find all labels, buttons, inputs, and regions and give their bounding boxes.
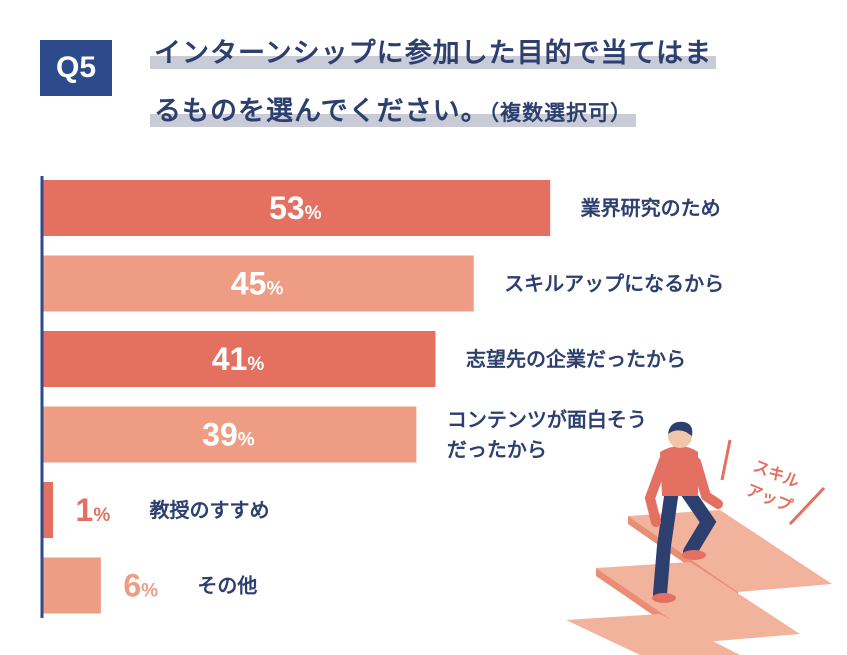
title-main-2: るものを選んでください。	[154, 96, 489, 127]
data-label-4: 39%	[202, 417, 255, 453]
data-label-1: 53%	[269, 190, 322, 226]
caption-slash-left	[720, 439, 732, 481]
data-label-5: 1%	[76, 492, 111, 528]
page-title-line-1: インターンシップに参加した目的で当てはま	[150, 36, 717, 72]
title-text-1: インターンシップに参加した目的で当てはま	[150, 38, 717, 69]
bar-3	[43, 331, 436, 387]
category-label-1: 業界研究のため	[581, 196, 721, 220]
category-label-2: スキルアップになるから	[504, 272, 724, 296]
category-label-3: 志望先の企業だったから	[466, 347, 686, 371]
title-note: （複数選択可）	[488, 101, 633, 125]
person-icon	[644, 421, 723, 603]
data-label-2: 45%	[231, 266, 284, 302]
caption-slash-right	[788, 486, 826, 526]
bar-2	[43, 255, 474, 312]
bar-4	[43, 406, 417, 463]
bar-6	[43, 557, 101, 614]
category-label-6: その他	[197, 574, 257, 598]
page-title-line-2: るものを選んでください。（複数選択可）	[150, 94, 637, 131]
data-label-3: 41%	[212, 341, 265, 377]
bar-1	[43, 180, 551, 236]
stairs-icon	[566, 510, 832, 655]
question-badge: Q5	[40, 40, 112, 96]
category-label-5: 教授のすすめ	[150, 498, 270, 522]
title-text-2: るものを選んでください。（複数選択可）	[150, 96, 637, 127]
category-label-4: コンテンツが面白そうだったから	[447, 408, 647, 462]
bar-5	[43, 482, 54, 538]
data-label-6: 6%	[123, 568, 158, 604]
